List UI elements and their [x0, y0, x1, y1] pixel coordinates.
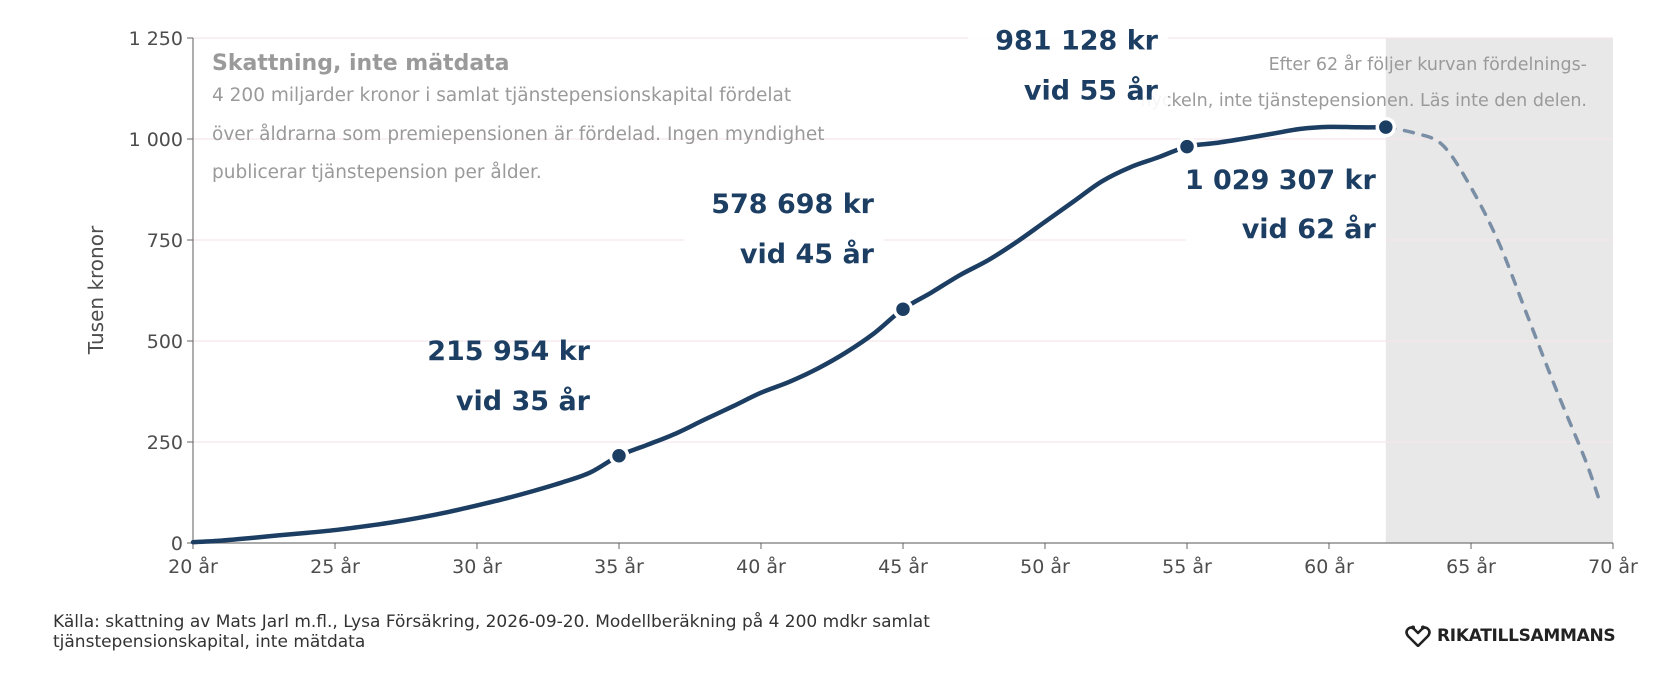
highlight-points: [608, 116, 1397, 467]
x-tick-label: 30 år: [452, 555, 502, 578]
callout-age: vid 45 år: [740, 238, 875, 270]
source-note: Källa: skattning av Mats Jarl m.fl., Lys…: [53, 612, 1013, 652]
y-tick-labels: 0 250 500 750 1 000 1 250: [129, 28, 193, 555]
callout-background: [684, 180, 884, 275]
highlight-point: [1176, 136, 1198, 157]
x-tick-label: 35 år: [594, 555, 644, 578]
callout-age: vid 35 år: [456, 385, 591, 417]
pension-chart: 0 250 500 750 1 000 1 250 20 år 25 år 30 år 35 å…: [84, 16, 1639, 578]
x-tick-label: 50 år: [1020, 555, 1070, 578]
prediction-shaded-area: [1385, 38, 1613, 543]
callout-value: 578 698 kr: [711, 189, 874, 220]
chart-subtitle-line-2: över åldrarna som premiepensionen är för…: [212, 124, 825, 145]
brand-name: RIKATILLSAMMANS: [1437, 626, 1616, 646]
x-tick-label: 60 år: [1304, 555, 1354, 578]
chart-subtitle-line-3: publicerar tjänstepension per ålder.: [212, 162, 542, 183]
y-tick-label: 250: [147, 432, 183, 454]
callout-value: 981 128 kr: [995, 26, 1158, 57]
y-axis-label: Tusen kronor: [84, 225, 108, 355]
y-tick-label: 0: [171, 533, 183, 555]
callout-background: [1185, 156, 1386, 251]
heart-people-icon: [1405, 625, 1431, 647]
x-tick-label: 20 år: [168, 555, 218, 578]
y-tick-label: 1 000: [129, 129, 183, 151]
callout-value: 1 029 307 kr: [1185, 165, 1377, 196]
highlight-point: [892, 298, 914, 320]
x-tick-label: 45 år: [878, 555, 928, 578]
x-tick-label: 25 år: [310, 555, 360, 578]
callout-age: vid 55 år: [1024, 75, 1159, 107]
x-tick-labels: 20 år 25 år 30 år 35 år 40 år 45 år 50 år 55 år…: [168, 543, 1638, 578]
highlight-callouts: 215 954 kr vid 35 år 578 698 kr vid 45 år 98…: [427, 16, 1386, 417]
brand-logo: RIKATILLSAMMANS: [1405, 625, 1616, 647]
x-tick-label: 70 år: [1588, 555, 1638, 578]
highlight-point: [1375, 116, 1397, 138]
chart-title: Skattning, inte mätdata: [212, 51, 510, 76]
callout-age: vid 62 år: [1242, 213, 1377, 245]
source-line-2: tjänstepensionskapital, inte mätdata: [53, 632, 366, 652]
x-tick-label: 65 år: [1446, 555, 1496, 578]
y-tick-label: 1 250: [129, 28, 183, 50]
highlight-point: [608, 445, 630, 467]
x-tick-label: 40 år: [736, 555, 786, 578]
x-tick-label: 55 år: [1162, 555, 1212, 578]
prediction-note-line-2: nyckeln, inte tjänstepensionen. Läs inte…: [1140, 91, 1587, 111]
y-tick-label: 500: [147, 331, 183, 353]
prediction-note-line-1: Efter 62 år följer kurvan fördelnings-: [1269, 54, 1587, 75]
series-line-dashed: [1384, 125, 1601, 501]
source-line-1: Källa: skattning av Mats Jarl m.fl., Lys…: [53, 612, 930, 632]
y-tick-label: 750: [147, 230, 183, 252]
callout-value: 215 954 kr: [427, 336, 590, 367]
chart-subtitle-line-1: 4 200 miljarder kronor i samlat tjänstep…: [212, 85, 791, 106]
callout-background: [968, 16, 1168, 111]
grid-lines: [193, 37, 1613, 443]
